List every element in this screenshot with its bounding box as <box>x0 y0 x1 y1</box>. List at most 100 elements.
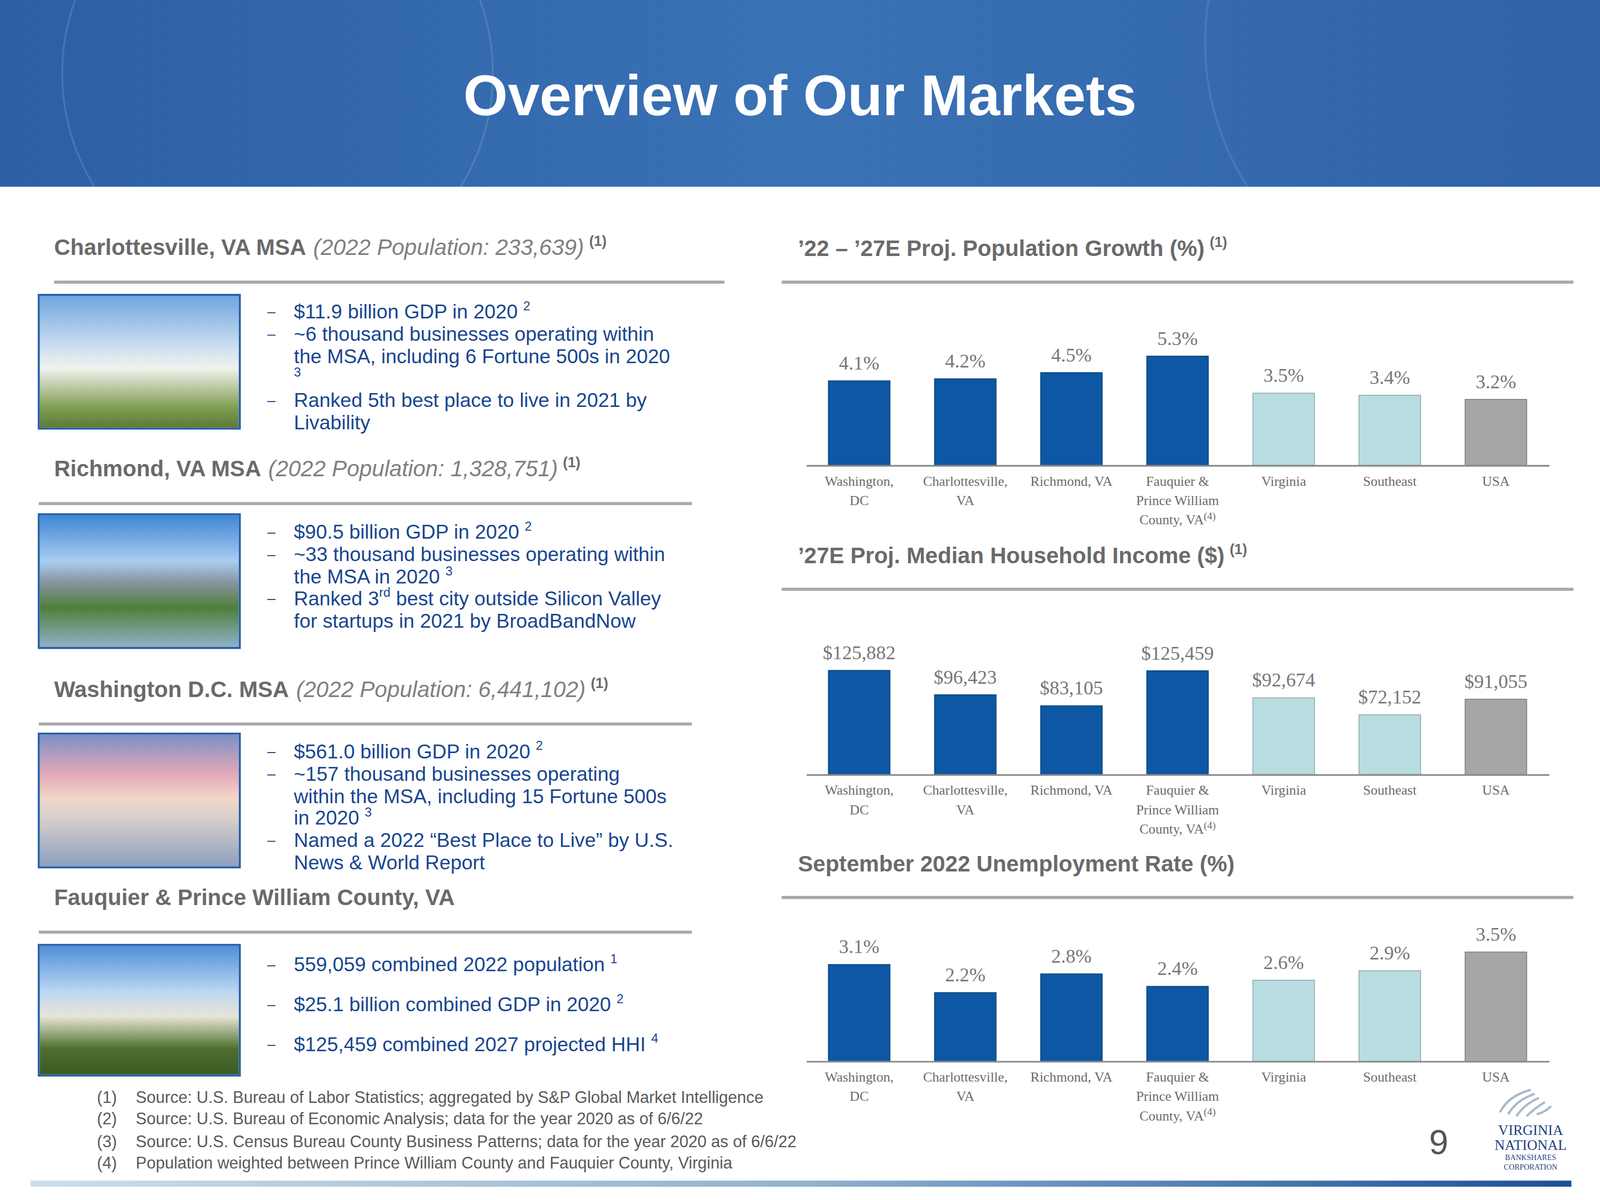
chart-title: ’22 – ’27E Proj. Population Growth (%)(1… <box>797 235 1574 265</box>
bullet-dash <box>267 334 276 336</box>
bullet-sup: 3 <box>364 805 372 820</box>
tick-label: Washington,DC <box>824 473 894 509</box>
chart-title-note: (1) <box>1229 540 1248 558</box>
bullet-text: Named a 2022 “Best Place to Live” by U.S… <box>293 828 674 874</box>
tick-label-line: Richmond, VA <box>1030 473 1113 490</box>
tick-label-line: USA <box>1482 1069 1510 1085</box>
tick-label-line: Richmond, VA <box>1030 1069 1113 1085</box>
data-labels: $125,882$96,423$83,105$125,459$92,674$72… <box>822 642 1528 708</box>
bars <box>828 952 1527 1062</box>
tick: Richmond, VA <box>1030 473 1113 490</box>
bullet: ~33 thousand businesses operating within… <box>267 543 676 588</box>
bullet-list: $90.5 billion GDP in 2020 2~33 thousand … <box>267 521 676 634</box>
data-labels: 4.1%4.2%4.5%5.3%3.5%3.4%3.2% <box>838 328 1517 393</box>
tick: Virginia <box>1261 1069 1307 1085</box>
tick-label-line: Virginia <box>1261 1069 1307 1085</box>
bullet-dash <box>267 841 276 843</box>
tick: Fauquier &Prince WilliamCounty, VA(4) <box>1136 1069 1219 1124</box>
bullet-sup: 2 <box>616 991 624 1006</box>
panel-name: Washington D.C. MSA <box>53 676 289 702</box>
data-label: 4.1% <box>838 352 880 374</box>
bullet: Ranked 3rd best city outside Silicon Val… <box>267 588 676 633</box>
chart-title-text: September 2022 Unemployment Rate (%) <box>797 851 1235 877</box>
bar <box>1146 356 1208 466</box>
bar <box>1146 986 1208 1061</box>
tick-label-line: Charlottesville, <box>923 782 1008 798</box>
data-label: 3.2% <box>1475 371 1517 393</box>
bullet-dash <box>267 532 276 534</box>
data-label: 4.5% <box>1051 344 1092 366</box>
chart-title: September 2022 Unemployment Rate (%) <box>797 851 1574 878</box>
footnote-text: Source: U.S. Census Bureau County Busine… <box>135 1132 797 1151</box>
bullet-sup: 4 <box>651 1031 659 1046</box>
bar <box>1465 952 1527 1062</box>
tick: Southeast <box>1363 782 1418 798</box>
footnote-text: Population weighted between Prince Willi… <box>135 1154 733 1173</box>
bullet-sup: 2 <box>523 299 531 314</box>
tick-label-line: Charlottesville, <box>923 473 1008 490</box>
tick-label-line: DC <box>849 492 869 509</box>
tick-label: Richmond, VA <box>1030 473 1113 490</box>
bar <box>1465 699 1527 775</box>
chart-rule <box>781 280 1574 284</box>
panel-subtitle: (2022 Population: 1,328,751) <box>268 456 558 482</box>
tick: Charlottesville, VA <box>923 782 1008 818</box>
tick-label: Charlottesville, VA <box>923 782 1008 818</box>
panel-subtitle: (2022 Population: 233,639) <box>313 234 584 261</box>
chart-title-text: ’22 – ’27E Proj. Population Growth (%) <box>797 235 1205 262</box>
tick: Washington,DC <box>824 1069 894 1104</box>
bar <box>1040 705 1102 775</box>
tick: Fauquier &Prince WilliamCounty, VA(4) <box>1136 473 1219 528</box>
bar <box>1252 393 1315 466</box>
tick: Southeast <box>1363 1069 1418 1085</box>
chart: 4.1%4.2%4.5%5.3%3.5%3.4%3.2%Washington,D… <box>781 296 1574 551</box>
tick: Fauquier &Prince WilliamCounty, VA(4) <box>1136 782 1219 837</box>
logo: VIRGINIANATIONALBANKSHARESCORPORATION <box>1479 1081 1582 1179</box>
tick-label: Virginia <box>1261 782 1307 798</box>
tick-label-line: VA <box>956 802 975 818</box>
tick-label: Richmond, VA <box>1030 1069 1113 1085</box>
bullet-text: Ranked 3 <box>293 587 380 610</box>
chart-title-note: (1) <box>1209 233 1228 251</box>
bullet-list: $561.0 billion GDP in 2020 2~157 thousan… <box>267 740 676 875</box>
data-label: 2.9% <box>1369 942 1411 964</box>
bullet: ~6 thousand businesses operating within … <box>267 323 676 390</box>
panel-subtitle: (2022 Population: 6,441,102) <box>296 676 586 702</box>
tick-label-line: VA <box>956 492 975 509</box>
tick-label-line: Virginia <box>1261 473 1307 490</box>
bullet-text: $11.9 billion GDP in 2020 <box>293 300 524 323</box>
tick-label-line: USA <box>1482 782 1510 798</box>
chart-title-text: ’27E Proj. Median Household Income ($) <box>797 542 1225 569</box>
tick-label-line: USA <box>1482 473 1510 490</box>
tick-label-line: County, VA <box>1139 1108 1204 1124</box>
bullet-dash <box>267 599 276 601</box>
logo-text: NATIONAL <box>1494 1137 1567 1154</box>
tick-label: Southeast <box>1363 782 1418 798</box>
tick-label: USA <box>1482 1069 1510 1085</box>
tick-label: Washington,DC <box>824 782 894 818</box>
bar <box>828 964 890 1061</box>
tick: USA <box>1482 782 1510 798</box>
panel-name: Fauquier & Prince William County, VA <box>53 884 455 911</box>
bullet-dash <box>267 1044 276 1046</box>
bullet-dash <box>267 1004 276 1006</box>
tick-label-line: Prince William <box>1136 492 1219 509</box>
data-labels: 3.1%2.2%2.8%2.4%2.6%2.9%3.5% <box>838 923 1517 986</box>
tick-label-note: (4) <box>1203 510 1216 523</box>
tick: Charlottesville,VA <box>923 1069 1008 1104</box>
tick-label-line: DC <box>849 1088 869 1104</box>
bullet-dash <box>267 312 276 314</box>
bar <box>1146 670 1208 775</box>
logo-mark <box>1500 1089 1552 1117</box>
bullet-dash <box>267 965 276 967</box>
logo-swoosh <box>1536 1106 1551 1115</box>
bullet: 559,059 combined 2022 population 1 <box>267 954 676 977</box>
bar <box>1465 399 1527 466</box>
bullet-text: Ranked 5th best place to live in 2021 by… <box>293 388 647 434</box>
tick-label-line: Prince William <box>1136 1088 1219 1104</box>
tick-label: Fauquier &Prince WilliamCounty, VA(4) <box>1136 473 1219 528</box>
tick-label: Charlottesville, VA <box>923 473 1008 509</box>
data-label: 3.5% <box>1263 364 1304 387</box>
data-label: 5.3% <box>1157 328 1198 350</box>
bullet-text: $561.0 billion GDP in 2020 <box>293 739 536 763</box>
